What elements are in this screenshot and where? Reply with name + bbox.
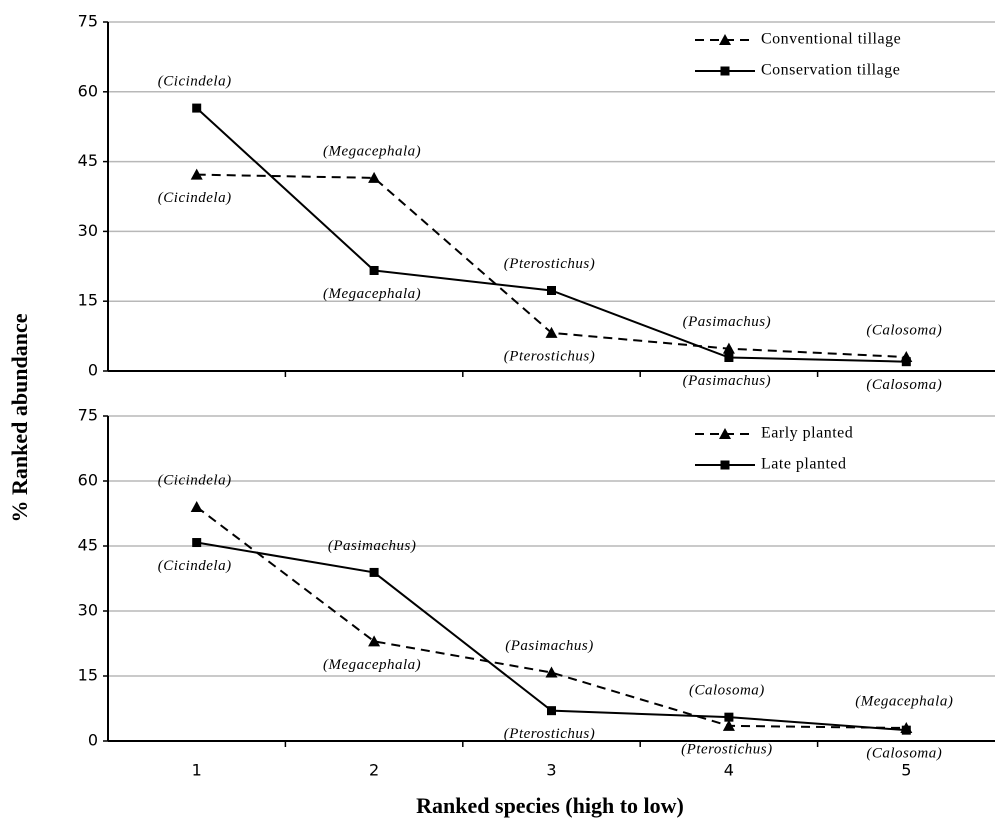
- x-tick-label: 3: [546, 761, 556, 780]
- x-tick-label: 1: [192, 761, 202, 780]
- point-label: (Calosoma): [689, 683, 765, 699]
- legend-marker: [719, 34, 731, 45]
- point-label: (Cicindela): [158, 190, 232, 206]
- marker: [190, 501, 203, 512]
- marker: [722, 342, 735, 354]
- legend-label: Early planted: [761, 425, 853, 442]
- y-tick-label: 60: [78, 471, 98, 490]
- marker: [368, 635, 381, 647]
- marker: [722, 719, 735, 731]
- marker: [192, 103, 202, 113]
- marker: [901, 357, 911, 367]
- y-tick-label: 45: [78, 536, 98, 555]
- y-tick-label: 30: [78, 221, 98, 240]
- y-tick-label: 0: [88, 361, 98, 380]
- point-label: (Megacephala): [855, 693, 953, 709]
- marker: [369, 567, 379, 577]
- point-label: (Calosoma): [866, 746, 942, 762]
- legend-label: Conservation tillage: [761, 62, 900, 79]
- point-label: (Megacephala): [323, 657, 421, 673]
- marker: [192, 538, 202, 548]
- y-axis-label: % Ranked abundance: [7, 313, 32, 522]
- point-label: (Pterostichus): [504, 348, 595, 364]
- y-tick-label: 60: [78, 81, 98, 100]
- point-label: (Megacephala): [323, 143, 421, 159]
- point-label: (Cicindela): [158, 558, 232, 574]
- marker: [724, 712, 734, 722]
- y-tick-label: 75: [78, 12, 98, 31]
- point-label: (Calosoma): [866, 377, 942, 393]
- point-label: (Pterostichus): [681, 741, 772, 757]
- marker: [190, 168, 203, 180]
- y-tick-label: 30: [78, 601, 98, 620]
- legend-label: Late planted: [761, 456, 847, 473]
- series-line: [196, 541, 907, 732]
- y-tick-label: 0: [88, 731, 98, 750]
- marker: [547, 285, 556, 295]
- point-label: (Cicindela): [158, 472, 232, 488]
- x-tick-label: 4: [724, 761, 734, 780]
- point-label: (Megacephala): [323, 286, 421, 302]
- point-label: (Calosoma): [866, 322, 942, 338]
- point-label: (Pasimachus): [328, 538, 417, 554]
- legend-marker: [719, 428, 731, 439]
- y-tick-label: 75: [78, 406, 98, 425]
- x-axis-label: Ranked species (high to low): [416, 793, 684, 818]
- legend-marker: [720, 66, 730, 76]
- series-line: [196, 107, 907, 363]
- marker: [724, 353, 734, 363]
- y-tick-label: 45: [78, 151, 98, 170]
- marker: [545, 666, 558, 678]
- y-tick-label: 15: [78, 291, 98, 310]
- marker: [547, 706, 556, 716]
- point-label: (Cicindela): [158, 74, 232, 90]
- point-label: (Pterostichus): [504, 726, 595, 742]
- marker: [901, 725, 911, 735]
- point-label: (Pasimachus): [683, 314, 772, 330]
- x-tick-label: 2: [369, 761, 379, 780]
- x-tick-label: 5: [901, 761, 911, 780]
- y-tick-label: 15: [78, 666, 98, 685]
- marker: [369, 265, 379, 275]
- legend-marker: [720, 460, 730, 470]
- point-label: (Pasimachus): [505, 638, 594, 654]
- legend-label: Conventional tillage: [761, 31, 901, 48]
- series-line: [196, 506, 907, 729]
- marker: [545, 326, 558, 338]
- point-label: (Pterostichus): [504, 256, 595, 272]
- point-label: (Pasimachus): [683, 373, 772, 389]
- marker: [368, 171, 381, 183]
